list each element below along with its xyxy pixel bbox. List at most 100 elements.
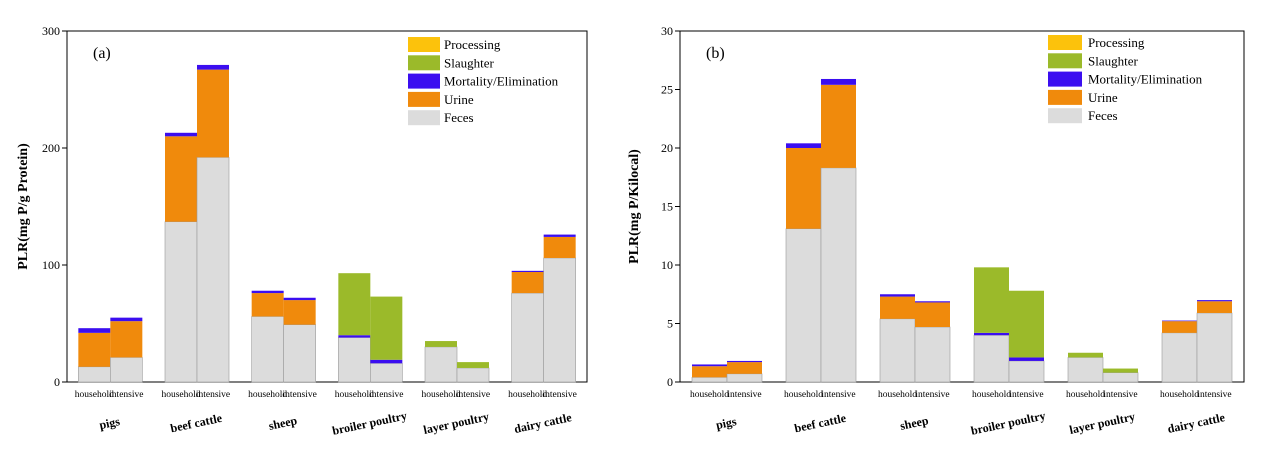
y-tick-label: 200 [42,141,60,155]
bar-segment-feces [1008,360,1045,383]
bar-segment-mortality-elimination [1162,320,1197,322]
bar-segment-mortality-elimination [283,297,316,301]
plot-frame [66,30,588,383]
legend-label: Mortality/Elimination [444,74,559,89]
y-tick-label: 30 [661,24,673,38]
panel-b: 0 5 10 15 20 25 30 PLR(mg P/Kilocal) (b) househol… [627,24,1245,438]
bar-segment-mortality-elimination [251,290,284,294]
legend-swatch [408,110,440,126]
y-tick-label: 0 [54,375,60,389]
x-subcategory-label: intensive [915,390,949,400]
x-subcategory-label: intensive [543,390,577,400]
legend-swatch [408,91,440,107]
bar-segment-feces [543,257,576,383]
bar-segment-feces [726,373,763,383]
legend-swatch [408,73,440,89]
legend-label: Urine [1088,90,1118,105]
bar-segment-mortality-elimination [511,270,544,273]
x-subcategory-label: household [335,390,374,400]
bar-segment-urine [110,321,143,358]
bar-segment-feces [164,221,198,383]
legend: Processing Slaughter Mortality/Elimination… [1048,35,1203,124]
legend-swatch [1048,108,1082,124]
legend-label: Feces [1088,108,1118,123]
bar-segment-feces [691,377,728,383]
x-subcategory-label: household [690,390,729,400]
legend-label: Slaughter [1088,53,1138,68]
legend-swatch [1048,89,1082,105]
bar-segment-urine [543,236,576,258]
bar-segment-mortality-elimination [1197,300,1232,302]
bar-segment-feces [1067,357,1104,383]
y-tick-label: 20 [661,141,673,155]
x-group-label: broiler poultry [331,408,408,437]
legend-label: Mortality/Elimination [1088,72,1203,87]
bar-segment-mortality-elimination [338,335,371,338]
legend-label: Feces [444,110,474,125]
x-subcategory-label: intensive [1009,390,1043,400]
bar-segment-mortality-elimination [692,364,727,367]
x-subcategory-label: intensive [196,390,230,400]
bar-segment-feces [78,366,111,383]
panel-label: (b) [706,45,725,62]
bar-segment-feces [424,346,458,383]
bar-segment-urine [78,332,111,367]
bar-segment-urine [511,272,544,294]
bar-segment-mortality-elimination [110,317,143,322]
x-subcategory-label: household [1066,390,1105,400]
y-tick-label: 25 [661,83,673,97]
legend-label: Processing [1088,35,1145,50]
x-group-label: broiler poultry [970,408,1047,437]
bar-segment-mortality-elimination [786,143,821,148]
bar-segment-mortality-elimination [727,360,762,363]
x-subcategory-label: household [784,390,823,400]
x-group-label: dairy cattle [513,410,574,436]
bar-segment-feces [879,318,916,383]
bar-segment-slaughter [1009,290,1044,358]
bar-segment-mortality-elimination [197,64,229,70]
bar-segment-slaughter [1068,352,1103,358]
x-subcategory-label: household [75,390,114,400]
y-tick-label: 100 [42,258,60,272]
x-subcategory-label: household [248,390,287,400]
legend-swatch [1048,35,1082,50]
y-axis-label: PLR(mg P/Kilocal) [627,149,642,264]
x-subcategory-label: intensive [369,390,403,400]
y-tick-label: 15 [661,200,673,214]
legend-label: Processing [444,37,501,52]
x-group-label: sheep [899,413,930,433]
bar-segment-feces [196,157,230,383]
x-subcategory-label: intensive [109,390,143,400]
x-group-label: layer poultry [422,409,490,437]
bar-segment-feces [785,228,822,383]
x-subcategory-label: household [421,390,460,400]
bar-segment-urine [283,300,316,325]
bar-segment-feces [973,334,1010,383]
x-subcategory-label: intensive [1103,390,1137,400]
bar-segment-mortality-elimination [370,359,403,364]
bar-segment-urine [821,84,856,168]
legend-label: Urine [444,92,474,107]
bar-segment-feces [251,316,284,383]
bar-segment-slaughter [370,296,403,360]
legend-swatch [408,55,440,71]
bar-segment-urine [727,362,762,374]
x-subcategory-label: household [508,390,547,400]
bar-segment-urine [880,296,915,319]
x-group-label: sheep [267,413,298,433]
bar-segment-mortality-elimination [78,328,111,333]
bar-segment-urine [197,69,229,158]
bar-segment-urine [165,136,197,222]
bar-segment-mortality-elimination [915,301,950,303]
bar-segment-mortality-elimination [974,332,1009,336]
x-subcategory-label: household [972,390,1011,400]
y-tick-label: 300 [42,24,60,38]
x-subcategory-label: household [878,390,917,400]
bar-segment-feces [338,337,371,383]
bar-segment-feces [914,326,951,383]
x-subcategory-label: intensive [727,390,761,400]
x-subcategory-label: intensive [283,390,317,400]
bar-segment-feces [1161,332,1198,383]
bar-segment-feces [110,357,143,383]
